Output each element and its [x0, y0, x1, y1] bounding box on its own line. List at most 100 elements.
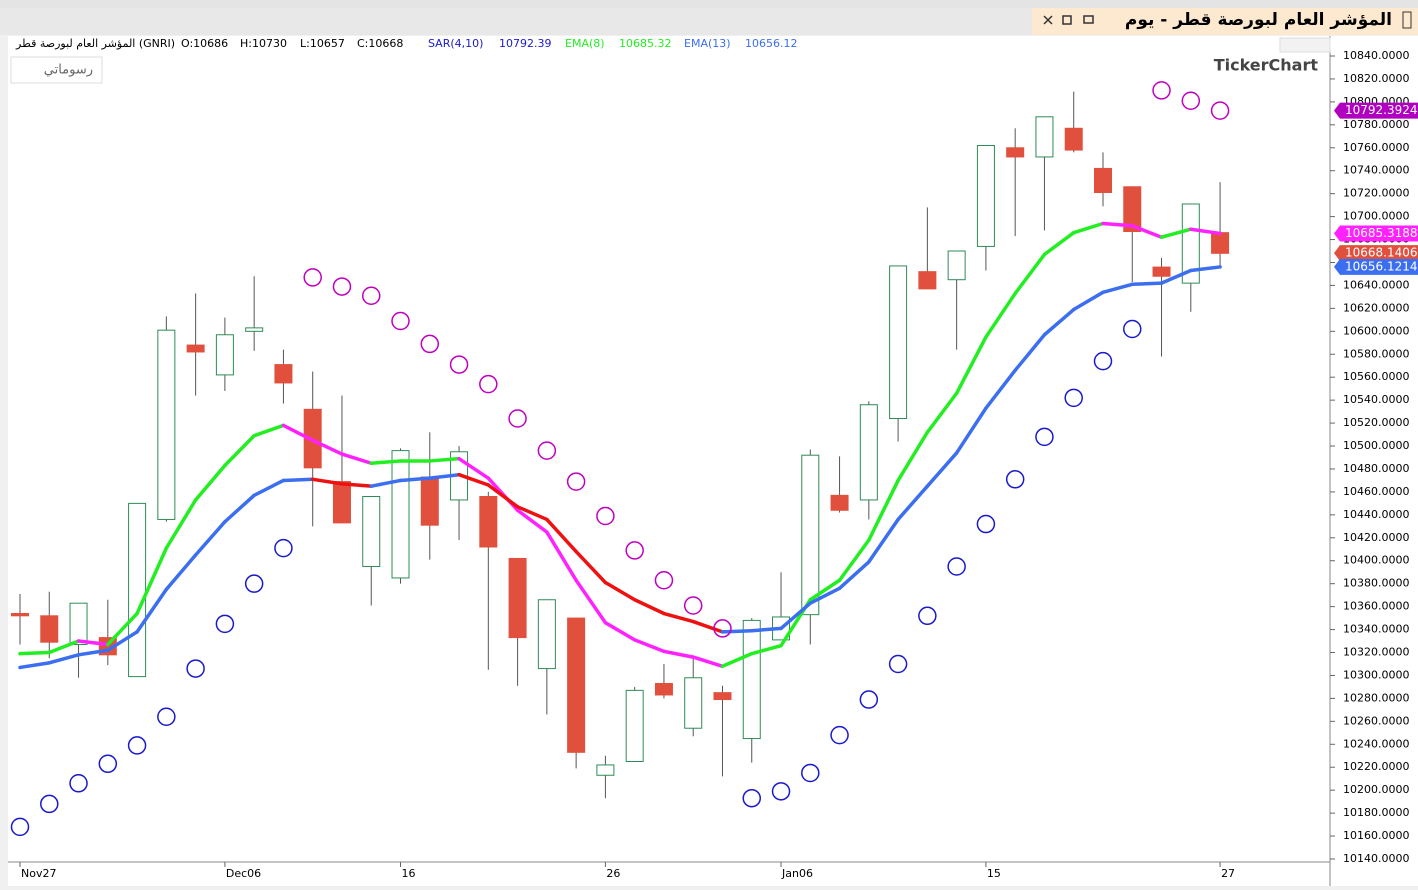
- header-value: 10685.32: [619, 37, 672, 50]
- ema-segment: [401, 478, 430, 480]
- y-tick-label: 10180.0000: [1343, 806, 1409, 819]
- candle-body: [480, 497, 497, 547]
- instrument-name: المؤشر العام لبورصة قطر (GNRI): [15, 37, 175, 50]
- y-tick-label: 10380.0000: [1343, 577, 1409, 590]
- x-tick-label: 26: [606, 867, 620, 880]
- y-tick-label: 10320.0000: [1343, 646, 1409, 659]
- y-tick-label: 10720.0000: [1343, 187, 1409, 200]
- candle-body: [421, 477, 438, 525]
- x-tick-label: Nov27: [21, 867, 56, 880]
- y-tick-label: 10280.0000: [1343, 691, 1409, 704]
- candle-body: [1065, 128, 1082, 150]
- y-tick-label: 10480.0000: [1343, 462, 1409, 475]
- candle-body: [158, 330, 175, 519]
- header-value: EMA(8): [565, 37, 605, 50]
- y-tick-label: 10640.0000: [1343, 278, 1409, 291]
- candle-body: [977, 145, 994, 246]
- x-tick-label: Dec06: [226, 867, 261, 880]
- top-strip: [0, 0, 1418, 8]
- candle-body: [831, 495, 848, 510]
- y-tick-label: 10520.0000: [1343, 416, 1409, 429]
- x-tick-label: Jan06: [781, 867, 813, 880]
- header-value: H:10730: [240, 37, 287, 50]
- drawings-button-label[interactable]: رسوماتي: [44, 63, 93, 78]
- candle-body: [12, 614, 29, 616]
- ema-segment: [20, 653, 49, 654]
- candle-body: [275, 365, 292, 383]
- y-tick-label: 10700.0000: [1343, 210, 1409, 223]
- candle-body: [187, 345, 204, 352]
- candle-body: [1036, 117, 1053, 157]
- panel-buttons[interactable]: [1280, 38, 1330, 52]
- ema-segment: [371, 461, 400, 463]
- candle-body: [509, 558, 526, 637]
- header-value: L:10657: [300, 37, 345, 50]
- candle-body: [743, 620, 760, 738]
- candle-body: [70, 603, 87, 644]
- candle-body: [333, 482, 350, 523]
- header-value: SAR(4,10): [428, 37, 483, 50]
- ema-segment: [722, 631, 751, 632]
- y-tick-label: 10580.0000: [1343, 347, 1409, 360]
- candle-body: [216, 335, 233, 375]
- ema-segment: [342, 484, 371, 486]
- candle-body: [1153, 267, 1170, 276]
- y-tick-label: 10600.0000: [1343, 324, 1409, 337]
- x-tick-label: 27: [1221, 867, 1235, 880]
- watermark: TickerChart: [1214, 56, 1319, 75]
- y-tick-label: 10460.0000: [1343, 485, 1409, 498]
- candle-body: [860, 405, 877, 500]
- ema-segment: [1132, 283, 1161, 284]
- candle-body: [129, 503, 146, 676]
- price-tag-label: 10656.1214: [1345, 259, 1418, 273]
- candle-body: [919, 272, 936, 289]
- candle-body: [1007, 148, 1024, 157]
- y-tick-label: 10400.0000: [1343, 554, 1409, 567]
- ema-segment: [1103, 223, 1132, 225]
- candle-body: [685, 678, 702, 728]
- header-value: EMA(13): [684, 37, 731, 50]
- ema-segment: [752, 628, 781, 630]
- y-tick-label: 10620.0000: [1343, 301, 1409, 314]
- candle-body: [890, 266, 907, 419]
- y-tick-label: 10540.0000: [1343, 393, 1409, 406]
- y-tick-label: 10240.0000: [1343, 737, 1409, 750]
- candle-body: [626, 690, 643, 761]
- y-tick-label: 10440.0000: [1343, 508, 1409, 521]
- y-tick-label: 10780.0000: [1343, 118, 1409, 131]
- y-tick-label: 10200.0000: [1343, 783, 1409, 796]
- y-tick-label: 10140.0000: [1343, 852, 1409, 865]
- x-tick-label: 16: [402, 867, 416, 880]
- y-tick-label: 10840.0000: [1343, 49, 1409, 62]
- y-tick-label: 10300.0000: [1343, 668, 1409, 681]
- candle-body: [714, 693, 731, 700]
- y-tick-label: 10560.0000: [1343, 370, 1409, 383]
- y-tick-label: 10740.0000: [1343, 164, 1409, 177]
- x-tick-label: 15: [987, 867, 1001, 880]
- y-tick-label: 10500.0000: [1343, 439, 1409, 452]
- candle-body: [1094, 168, 1111, 192]
- candle-body: [246, 328, 263, 331]
- y-tick-label: 10820.0000: [1343, 72, 1409, 85]
- ema-segment: [283, 479, 312, 480]
- y-tick-label: 10760.0000: [1343, 141, 1409, 154]
- price-tag-label: 10685.3188: [1345, 226, 1418, 240]
- y-tick-label: 10360.0000: [1343, 600, 1409, 613]
- price-tag-label: 10668.1406: [1345, 246, 1418, 260]
- candle-body: [948, 251, 965, 280]
- candle-body: [363, 497, 380, 567]
- x-axis-area: [8, 862, 1330, 886]
- y-tick-label: 10420.0000: [1343, 531, 1409, 544]
- header-value: 10656.12: [745, 37, 798, 50]
- y-tick-label: 10160.0000: [1343, 829, 1409, 842]
- candle-body: [41, 616, 58, 642]
- y-tick-label: 10220.0000: [1343, 760, 1409, 773]
- candle-body: [802, 455, 819, 614]
- candle-body: [568, 618, 585, 752]
- price-tag-label: 10792.3924: [1345, 103, 1418, 117]
- candle-body: [597, 765, 614, 775]
- header-value: C:10668: [357, 37, 403, 50]
- header-value: 10792.39: [499, 37, 552, 50]
